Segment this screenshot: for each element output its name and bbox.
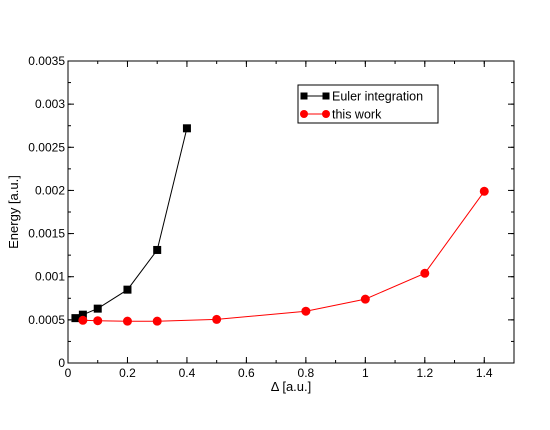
y-tick-label: 0.0015 xyxy=(28,227,65,241)
x-tick-label: 0.8 xyxy=(298,366,315,380)
plot-frame xyxy=(67,60,515,364)
legend-marker xyxy=(300,92,308,100)
y-axis-label: Energy [a.u.] xyxy=(6,175,21,249)
y-tick-label: 0.003 xyxy=(35,97,65,111)
x-tick-label: 1.2 xyxy=(416,366,433,380)
data-point-circle xyxy=(78,315,88,325)
data-point-circle xyxy=(212,314,222,324)
data-point-circle xyxy=(420,268,430,278)
data-point-circle xyxy=(122,316,132,326)
legend-marker xyxy=(300,110,308,118)
data-point-square xyxy=(182,124,191,133)
data-point-square xyxy=(78,310,87,319)
legend-marker xyxy=(322,92,330,100)
data-point-circle xyxy=(479,186,489,196)
legend-label: Euler integration xyxy=(332,90,423,104)
y-tick-label: 0.0005 xyxy=(28,313,65,327)
data-point-circle xyxy=(152,316,162,326)
x-tick-label: 0 xyxy=(65,366,72,380)
x-tick-label: 1.4 xyxy=(476,366,493,380)
legend-box xyxy=(297,84,439,124)
data-point-circle xyxy=(93,316,103,326)
x-tick-label: 0.4 xyxy=(179,366,196,380)
data-point-square xyxy=(123,285,132,294)
y-tick-label: 0.001 xyxy=(35,270,65,284)
data-point-circle xyxy=(301,306,311,316)
y-tick-label: 0.002 xyxy=(35,183,65,197)
x-tick-label: 1 xyxy=(362,366,369,380)
y-tick-label: 0 xyxy=(58,356,65,370)
legend-marker xyxy=(322,110,330,118)
x-tick-label: 0.6 xyxy=(238,366,255,380)
y-tick-label: 0.0035 xyxy=(28,54,65,68)
x-axis-label: Δ [a.u.] xyxy=(271,379,312,394)
data-point-square xyxy=(153,245,162,254)
legend-label: this work xyxy=(332,108,382,122)
x-tick-label: 0.2 xyxy=(119,366,136,380)
data-point-square xyxy=(93,304,102,313)
data-point-square xyxy=(71,314,80,323)
series-line-1 xyxy=(82,191,485,322)
data-point-circle xyxy=(360,294,370,304)
y-tick-label: 0.0025 xyxy=(28,140,65,154)
